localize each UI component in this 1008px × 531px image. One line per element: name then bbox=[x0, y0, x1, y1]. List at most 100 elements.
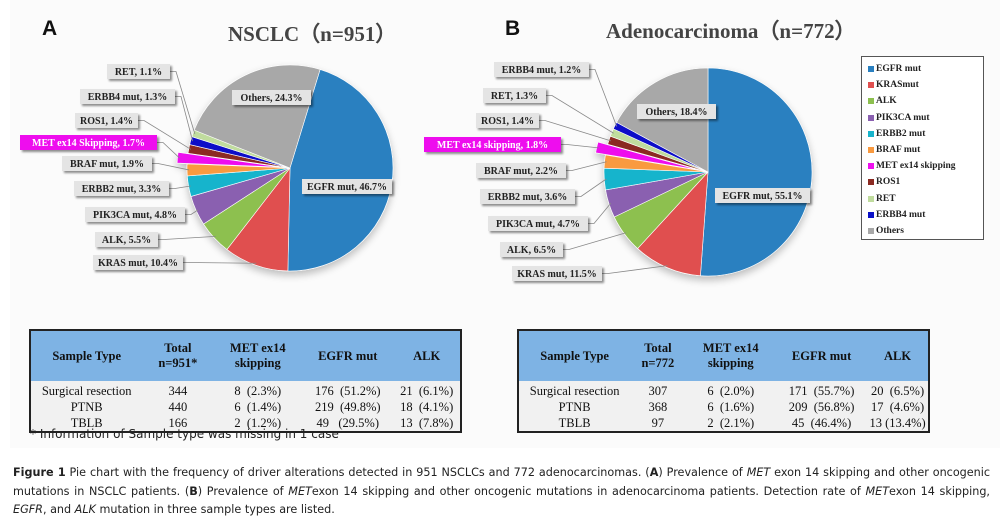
caption-text: MET bbox=[288, 484, 312, 498]
label-box bbox=[93, 255, 183, 270]
table-cell: 97 bbox=[630, 415, 686, 432]
legend-swatch bbox=[868, 98, 874, 105]
pie-slice-kras-mut bbox=[637, 171, 709, 277]
table-cell: 368 bbox=[630, 399, 686, 415]
table-row: Surgical resection 307 6 (2.0%) 171 (55.7%)… bbox=[518, 381, 929, 399]
data-label-erbb4-mut: ERBB4 mut, 1.3% bbox=[80, 89, 194, 142]
data-label-egfr-mut: EGFR mut, 46.7% bbox=[302, 179, 392, 194]
caption-text: Pie chart with the frequency of driver a… bbox=[65, 466, 650, 479]
leader-line bbox=[589, 69, 618, 127]
legend-item-ret: RET bbox=[868, 191, 983, 207]
label-text: ERBB2 mut, 3.3% bbox=[82, 184, 161, 195]
caption-text: ALK bbox=[74, 503, 96, 516]
column-header-alk: ALK bbox=[393, 330, 461, 381]
chart-title-nsclc: NSCLC（n=951） bbox=[228, 22, 397, 46]
label-text: ERBB2 mut, 3.6% bbox=[488, 192, 567, 203]
label-text: EGFR mut, 46.7% bbox=[307, 182, 387, 193]
legend-swatch bbox=[868, 130, 874, 137]
legend-label: ROS1 bbox=[876, 177, 901, 188]
label-text: MET ex14 Skipping, 1.7% bbox=[32, 138, 145, 149]
legend-item-erbb4-mut: ERBB4 mut bbox=[868, 207, 983, 223]
leader-line bbox=[175, 96, 194, 142]
caption-text: B bbox=[189, 484, 198, 498]
table-cell: 166 bbox=[142, 415, 214, 432]
label-text: Others, 24.3% bbox=[241, 93, 303, 104]
leader-line bbox=[170, 71, 196, 135]
legend-item-alk: ALK bbox=[868, 93, 983, 109]
label-text: ALK, 6.5% bbox=[507, 245, 556, 256]
label-box bbox=[494, 62, 589, 77]
legend-swatch bbox=[868, 82, 874, 89]
data-label-braf-mut: BRAF mut, 2.2% bbox=[476, 161, 607, 178]
leader-line bbox=[158, 235, 216, 240]
leader-line bbox=[183, 262, 257, 264]
caption-text: , and bbox=[42, 503, 75, 516]
legend-item-egfr-mut: EGFR mut bbox=[868, 61, 983, 77]
table-cell: TBLB bbox=[30, 415, 143, 432]
column-header-egfr-mut: EGFR mut bbox=[776, 330, 868, 381]
label-box bbox=[476, 113, 539, 128]
legend-item-met-ex14-skipping: MET ex14 skipping bbox=[868, 158, 983, 174]
data-label-others: Others, 18.4% bbox=[637, 104, 716, 119]
label-box bbox=[95, 232, 158, 247]
label-box bbox=[424, 137, 561, 152]
label-box bbox=[715, 188, 810, 203]
caption-text: mutation in three sample types are liste… bbox=[95, 503, 335, 516]
table-cell: 307 bbox=[630, 381, 686, 399]
legend-swatch bbox=[868, 66, 874, 73]
table-cell: 6 (1.6%) bbox=[685, 399, 777, 415]
label-box bbox=[637, 104, 716, 119]
chart-title-adenocarcinoma: Adenocarcinoma（n=772） bbox=[606, 19, 856, 43]
panel-letter-b: B bbox=[505, 17, 521, 40]
legend-label: ALK bbox=[876, 96, 897, 107]
table-cell: 20 (6.5%) bbox=[867, 381, 929, 399]
legend-swatch bbox=[868, 211, 874, 218]
data-label-pik3ca-mut: PIK3CA mut, 4.7% bbox=[488, 202, 612, 231]
pie-slice-met-ex14-skipping bbox=[176, 152, 281, 168]
label-text: RET, 1.3% bbox=[491, 91, 538, 102]
legend-swatch bbox=[868, 179, 874, 186]
panel-letter-a: A bbox=[42, 17, 58, 40]
legend-swatch bbox=[868, 163, 874, 170]
label-text: KRAS mut, 10.4% bbox=[98, 258, 178, 269]
pie-charts: EGFR mut, 46.7% KRAS mut, 10.4% ALK, 5.5% P… bbox=[20, 62, 813, 281]
legend-swatch bbox=[868, 147, 874, 154]
data-label-egfr-mut: EGFR mut, 55.1% bbox=[715, 188, 810, 203]
legend-label: EGFR mut bbox=[876, 64, 922, 74]
legend-label: Others bbox=[876, 225, 904, 236]
column-header-sample-type: Sample Type bbox=[30, 330, 143, 381]
data-label-alk: ALK, 5.5% bbox=[95, 232, 216, 247]
table-row: TBLB 166 2 (1.2%) 49 (29.5%) 13 (7.8%) bbox=[30, 415, 461, 432]
legend-swatch bbox=[868, 227, 874, 234]
leader-line bbox=[539, 120, 612, 142]
table-cell: Surgical resection bbox=[30, 381, 143, 399]
label-box bbox=[232, 90, 311, 105]
table-header-row: Sample Type Total n=951* MET ex14 skipping EG… bbox=[30, 330, 461, 381]
data-label-pik3ca-mut: PIK3CA mut, 4.8% bbox=[85, 207, 199, 222]
caption-text: MET bbox=[865, 484, 890, 498]
legend-label: PIK3CA mut bbox=[876, 112, 930, 123]
table-cell: 13 (7.8%) bbox=[393, 415, 461, 432]
label-box bbox=[488, 216, 588, 231]
caption-text: A bbox=[649, 466, 659, 479]
sample-type-table-adenocarcinoma: Sample Type Total n=772 MET ex14 skipping EGF… bbox=[517, 329, 930, 433]
data-label-erbb2-mut: ERBB2 mut, 3.6% bbox=[480, 178, 607, 204]
table-cell: 18 (4.1%) bbox=[393, 399, 461, 415]
label-text: BRAF mut, 1.9% bbox=[70, 159, 144, 170]
leader-line bbox=[185, 209, 199, 215]
table-cell: 6 (1.4%) bbox=[213, 399, 303, 415]
leader-line bbox=[546, 95, 614, 134]
data-label-kras-mut: KRAS mut, 11.5% bbox=[512, 265, 668, 281]
data-label-erbb2-mut: ERBB2 mut, 3.3% bbox=[74, 181, 191, 196]
caption-text: EGFR bbox=[13, 503, 43, 516]
caption-text: ) Prevalence of bbox=[197, 484, 289, 498]
label-box bbox=[74, 181, 169, 196]
table-cell: 17 (4.6%) bbox=[867, 399, 929, 415]
label-text: ROS1, 1.4% bbox=[481, 116, 534, 127]
label-text: BRAF mut, 2.2% bbox=[484, 166, 558, 177]
table-cell: 2 (1.2%) bbox=[213, 415, 303, 432]
data-label-ros1: ROS1, 1.4% bbox=[476, 113, 612, 142]
leader-line bbox=[588, 202, 612, 224]
leader-line bbox=[575, 178, 607, 197]
pie-chart-nsclc: EGFR mut, 46.7% KRAS mut, 10.4% ALK, 5.5% P… bbox=[20, 64, 394, 272]
